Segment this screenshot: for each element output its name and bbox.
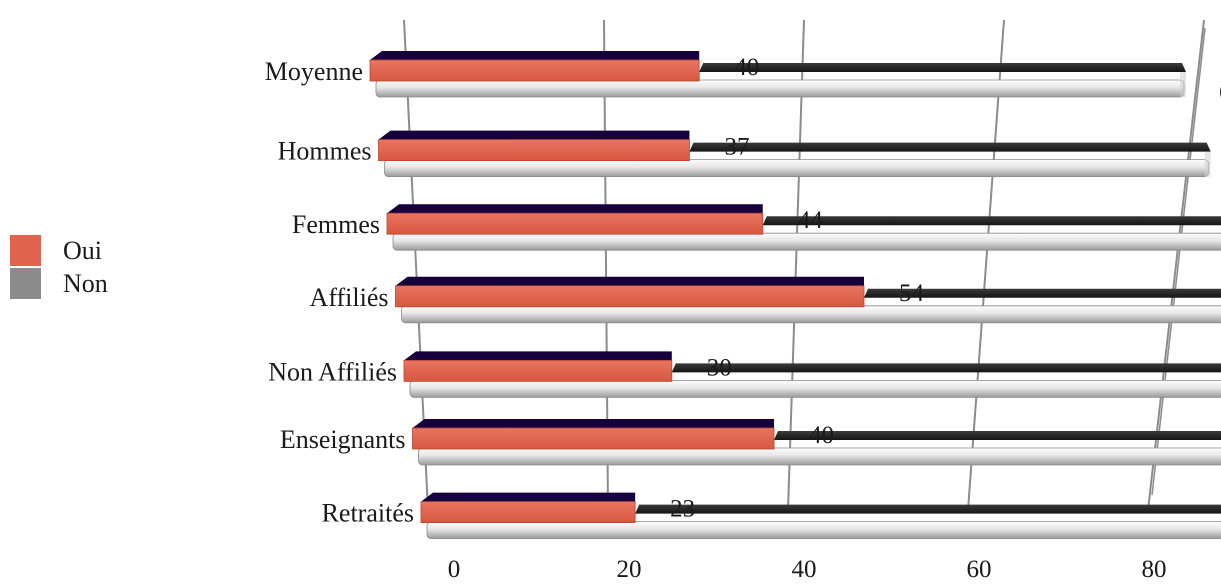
bar-oui-enseignants <box>412 427 775 450</box>
bar-oui-femmes <box>386 212 764 235</box>
legend-item-non: Non <box>10 267 108 300</box>
legend-label-non: Non <box>63 268 108 298</box>
x-tick-label-60: 60 <box>967 556 992 583</box>
data-label-oui-hommes: 37 <box>724 134 749 161</box>
legend-swatch-non <box>10 268 41 299</box>
x-tick-label-0: 0 <box>448 556 461 583</box>
y-tick-label-affilies: Affiliés <box>310 283 389 312</box>
bar-non-moyenne <box>375 79 1185 98</box>
bar-top-non-enseignants <box>774 431 1221 440</box>
bar-top-non-retraites <box>635 504 1221 514</box>
bar-top-non-affilies <box>864 288 1221 298</box>
bar-top-non-femmes <box>762 216 1221 226</box>
bar-non-enseignants <box>418 447 1221 466</box>
gridline-40 <box>787 19 805 511</box>
legend: Oui Non <box>10 234 108 300</box>
bar-top-oui-hommes <box>378 130 690 140</box>
data-label-oui-moyenne: 40 <box>734 54 759 81</box>
bar-non-affilies <box>401 305 1221 324</box>
bar-top-oui-femmes <box>387 204 763 214</box>
gridline-80 <box>1147 19 1205 511</box>
x-tick-label-20: 20 <box>617 556 642 583</box>
legend-label-oui: Oui <box>63 235 102 265</box>
x-tick-label-80: 80 <box>1142 556 1167 583</box>
y-tick-label-moyenne: Moyenne <box>265 57 363 86</box>
bar-cap-non-moyenne <box>1180 72 1186 97</box>
bar-top-non-hommes <box>689 142 1211 152</box>
data-label-non-moyenne: 60 <box>1219 79 1221 106</box>
y-tick-label-hommes: Hommes <box>278 137 372 166</box>
bar-non-hommes <box>384 159 1210 178</box>
data-label-oui-non-affilies: 30 <box>707 354 732 381</box>
bar-oui-hommes <box>378 139 690 162</box>
data-label-oui-femmes: 44 <box>798 207 824 234</box>
bar-top-oui-retraites <box>421 492 636 502</box>
bar-oui-non-affilies <box>403 359 673 382</box>
legend-swatch-oui <box>10 235 41 266</box>
y-tick-label-enseignants: Enseignants <box>280 425 406 454</box>
x-tick-label-40: 40 <box>792 556 817 583</box>
plot-frame-right <box>1151 27 1206 496</box>
bar-non-non-affilies <box>409 380 1221 398</box>
bar-oui-retraites <box>420 501 636 524</box>
gridline-60 <box>967 19 1005 511</box>
bar-top-oui-moyenne <box>370 51 700 60</box>
bar-non-femmes <box>392 232 1221 251</box>
bar-top-oui-non-affilies <box>404 351 672 361</box>
y-tick-label-retraites: Retraités <box>322 499 414 528</box>
bar-top-non-non-affilies <box>671 363 1221 373</box>
bar-cap-non-hommes <box>1204 151 1211 177</box>
bar-oui-affilies <box>395 285 865 308</box>
bar-top-oui-enseignants <box>412 419 775 428</box>
bar-oui-moyenne <box>369 59 700 82</box>
bar-top-oui-affilies <box>395 276 865 286</box>
legend-item-oui: Oui <box>10 234 108 267</box>
data-label-oui-affilies: 54 <box>899 280 925 307</box>
data-label-oui-enseignants: 40 <box>809 422 834 449</box>
bar-top-non-moyenne <box>699 63 1186 72</box>
data-label-oui-retraites: 23 <box>670 496 695 523</box>
y-tick-label-non-affilies: Non Affiliés <box>268 357 397 386</box>
bar-non-retraites <box>426 521 1221 539</box>
y-tick-label-femmes: Femmes <box>292 210 380 239</box>
